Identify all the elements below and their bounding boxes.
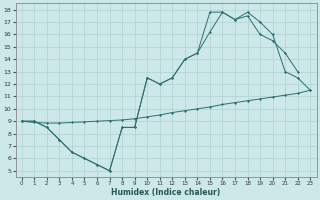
X-axis label: Humidex (Indice chaleur): Humidex (Indice chaleur) [111, 188, 221, 197]
